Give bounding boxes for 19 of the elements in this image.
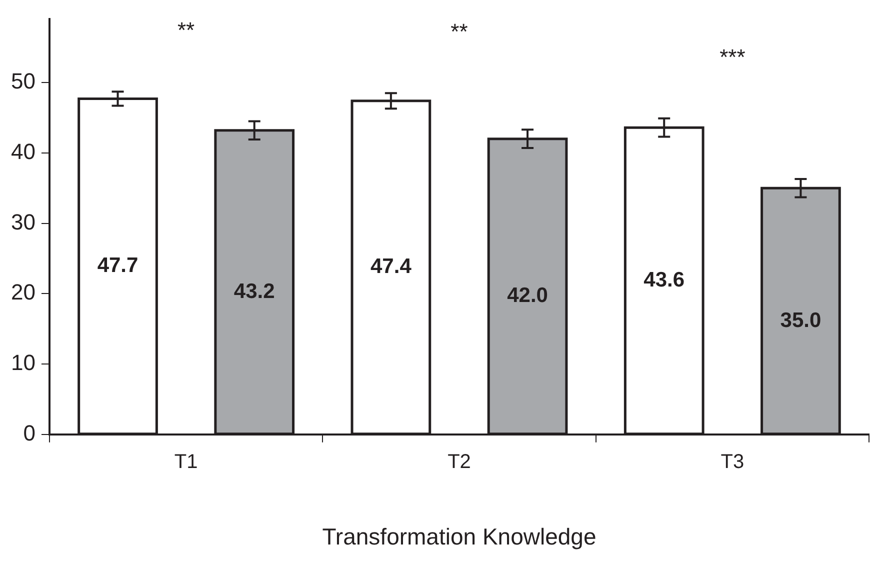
x-axis-title: Transformation Knowledge xyxy=(322,524,596,550)
y-tick-label: 10 xyxy=(10,350,36,376)
data-label: 43.2 xyxy=(234,280,275,303)
y-tick-label: 0 xyxy=(23,420,36,446)
y-tick-label: 30 xyxy=(10,209,36,234)
annotation: ** xyxy=(450,19,468,44)
x-tick-label: T1 xyxy=(174,450,198,473)
y-tick-label: 20 xyxy=(10,280,36,305)
data-label: 35.0 xyxy=(780,308,822,332)
annotation: ** xyxy=(177,18,196,43)
data-label: 43.6 xyxy=(644,268,685,292)
x-tick-label: T2 xyxy=(448,450,471,473)
x-tick-label: T3 xyxy=(720,450,744,473)
data-label: 47.7 xyxy=(97,254,138,278)
y-tick-label: 40 xyxy=(10,138,36,164)
y-tick-label: 50 xyxy=(10,68,36,94)
data-label: 47.4 xyxy=(370,255,412,278)
data-label: 42.0 xyxy=(507,284,548,308)
annotation: *** xyxy=(720,44,746,70)
